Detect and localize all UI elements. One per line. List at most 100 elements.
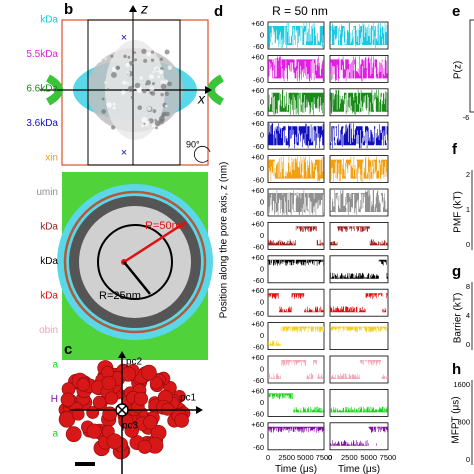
trace [268,226,324,246]
y-tick-label: +60 [251,320,264,329]
axis-title: MFPT (μs) [451,396,462,443]
bead [149,376,163,390]
trace [268,326,324,346]
trace-frame [267,355,325,384]
density-dot [165,111,170,117]
trace [330,123,388,149]
trace-frame [329,422,389,451]
bead [65,426,82,443]
trace [330,360,388,379]
y-tick-label: 0 [260,231,264,240]
y-tick-label: 0 [260,298,264,307]
x-tick-label: 2500 [278,453,295,462]
density-dot [164,104,168,108]
bead [104,391,119,405]
density-dot [147,120,150,124]
trace [330,406,388,413]
density-dot [160,80,164,84]
y-tick-label: 1600 [453,380,470,389]
density-dot [134,58,138,62]
trace-frame [267,322,325,351]
x-tick-label: 2500 [341,453,358,462]
y-tick-label: +60 [251,420,264,429]
bead [76,378,90,392]
density-dot [130,96,134,99]
density-dot [139,76,143,80]
x-tick-label: 5000 [360,453,377,462]
density-dot [152,109,157,113]
trace-frame [329,121,389,150]
density-dot [158,69,164,75]
trace-frame [329,388,389,417]
axis-label: z [140,1,148,17]
y-tick-label: +60 [251,119,264,128]
trace [268,393,324,413]
bead [141,364,157,381]
y-tick-label: -60 [253,75,264,84]
tick-label: -6 [463,113,470,122]
panel-label: f [452,141,458,158]
density-dot [167,81,172,87]
density-dot [107,88,110,91]
x-tick-label: 7500 [380,453,397,462]
y-tick-label: 0 [466,340,470,349]
density-dot [125,62,130,68]
origin-x [117,405,127,415]
density-dot [134,82,141,89]
axis-title: Barrier (kT) [453,293,464,344]
trace [330,156,388,182]
x-tick-label: 7500 [316,453,333,462]
bead [92,395,107,410]
trace [268,156,324,182]
trace-frame [329,88,389,117]
legend-label: umin [36,187,58,198]
y-tick-label: +60 [251,86,264,95]
svg-text:×: × [121,147,127,159]
density-dot [149,86,155,92]
density-dot [150,50,155,54]
bead [106,433,123,450]
x-axis-title: Time (μs) [275,464,317,474]
density-dot [150,91,156,96]
legend-label: xin [45,153,58,164]
y-tick-label: -60 [253,209,264,218]
density-dot [161,52,166,57]
density-dot [126,82,129,85]
trace-frame [267,155,325,184]
trace-frame [329,322,389,351]
density-dot [115,65,120,71]
density-dot [137,105,143,111]
trace [268,56,324,82]
x-tick-label: 0 [266,453,270,462]
panel-label: e [452,3,460,20]
y-tick-label: 2 [466,170,470,179]
density-dot [133,51,137,54]
trace [268,123,324,149]
density-dot [140,124,144,128]
panel-label: d [214,3,223,20]
y-tick-label: -60 [253,343,264,352]
y-tick-label: -60 [253,142,264,151]
y-tick-label: +60 [251,353,264,362]
x-axis-title: Time (μs) [338,464,380,474]
trace [330,226,388,246]
trace-frame [267,21,325,50]
bead [137,439,152,454]
density-dot [122,80,127,85]
bead [102,406,118,422]
density-dot [164,49,170,55]
axis-label: x [197,91,206,107]
y-tick-label: 8 [466,282,470,291]
y-tick-label: 0 [260,64,264,73]
x-tick-label: 0 [328,453,332,462]
y-tick-label: -60 [253,409,264,418]
panel-label: b [64,1,73,18]
legend-label: H [51,394,58,405]
trace [268,23,324,48]
density-dot [152,71,155,74]
legend-label: kDa [40,291,58,302]
density-dot [112,102,116,106]
legend-label: a [52,429,58,440]
axis-label: pc2 [126,357,143,368]
trace [330,190,388,215]
